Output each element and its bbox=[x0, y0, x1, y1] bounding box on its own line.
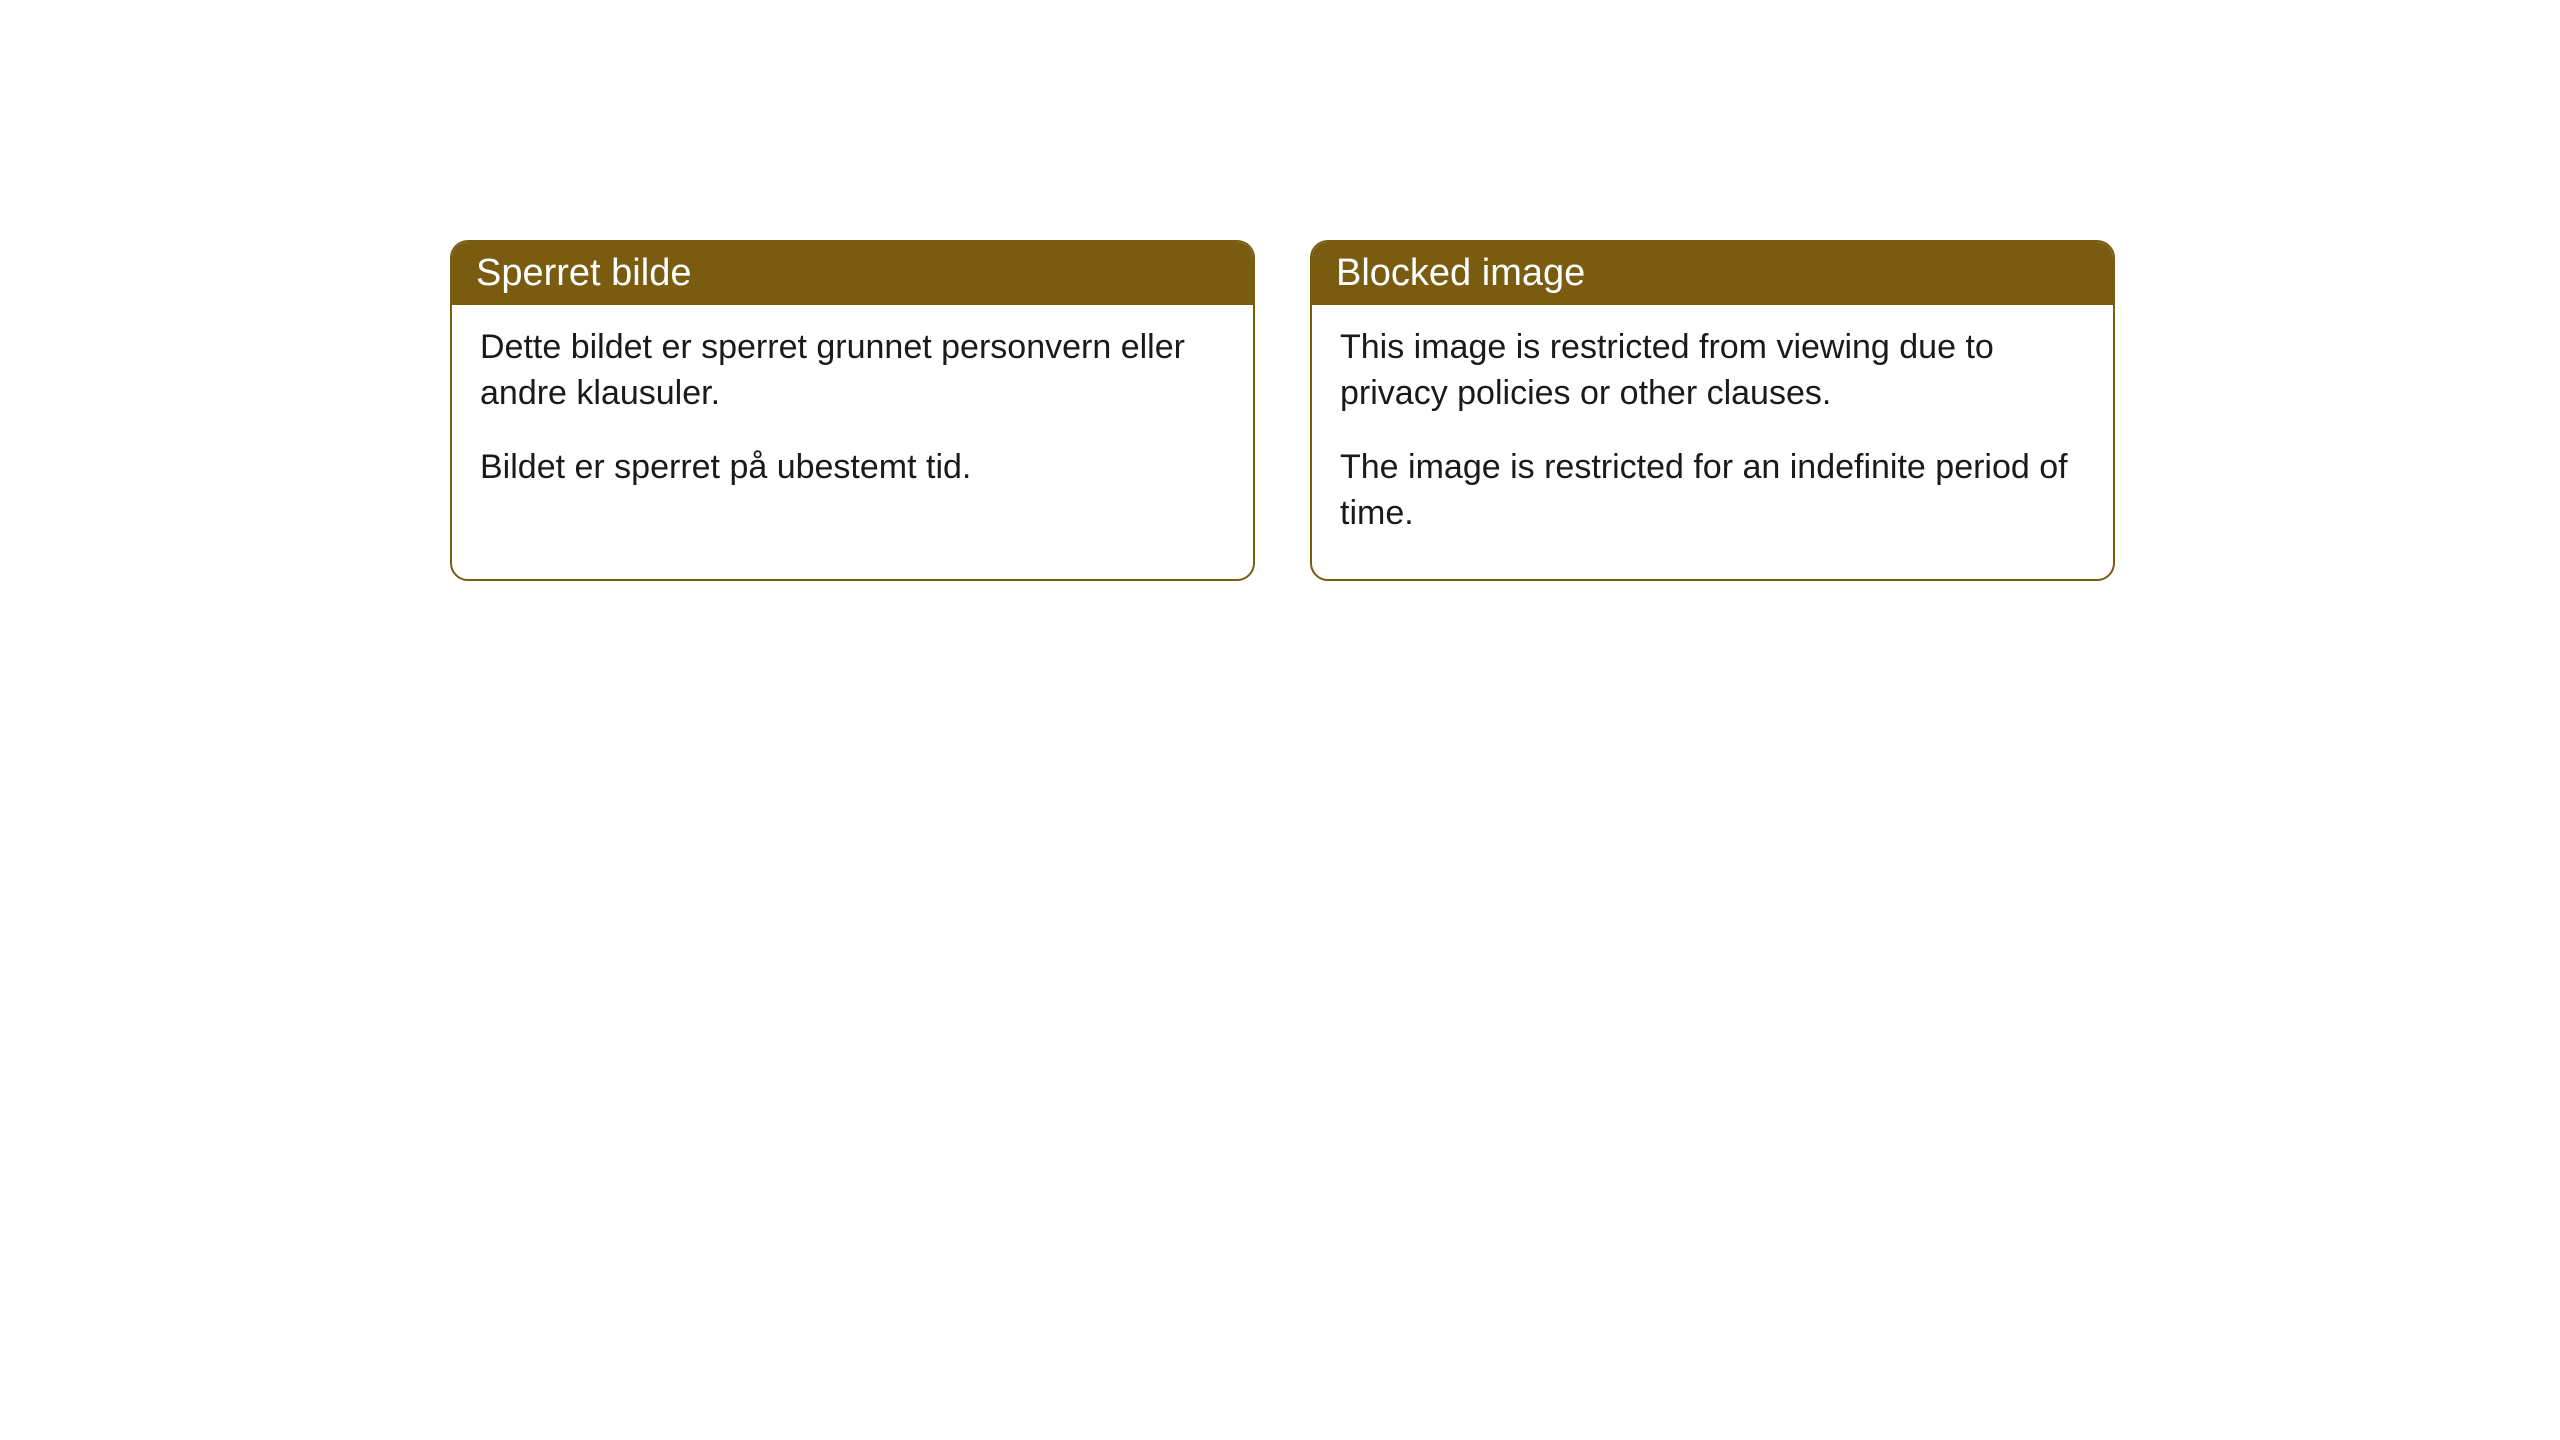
blocked-image-card-no: Sperret bilde Dette bildet er sperret gr… bbox=[450, 240, 1255, 581]
card-title: Sperret bilde bbox=[476, 252, 691, 294]
card-body: This image is restricted from viewing du… bbox=[1312, 305, 2113, 579]
card-paragraph: This image is restricted from viewing du… bbox=[1340, 325, 2085, 417]
card-header: Blocked image bbox=[1312, 242, 2113, 305]
card-paragraph: Dette bildet er sperret grunnet personve… bbox=[480, 325, 1225, 417]
blocked-image-card-en: Blocked image This image is restricted f… bbox=[1310, 240, 2115, 581]
card-body: Dette bildet er sperret grunnet personve… bbox=[452, 305, 1253, 533]
card-header: Sperret bilde bbox=[452, 242, 1253, 305]
card-paragraph: The image is restricted for an indefinit… bbox=[1340, 445, 2085, 537]
card-title: Blocked image bbox=[1336, 252, 1585, 294]
notice-cards-container: Sperret bilde Dette bildet er sperret gr… bbox=[450, 240, 2115, 581]
card-paragraph: Bildet er sperret på ubestemt tid. bbox=[480, 445, 1225, 491]
